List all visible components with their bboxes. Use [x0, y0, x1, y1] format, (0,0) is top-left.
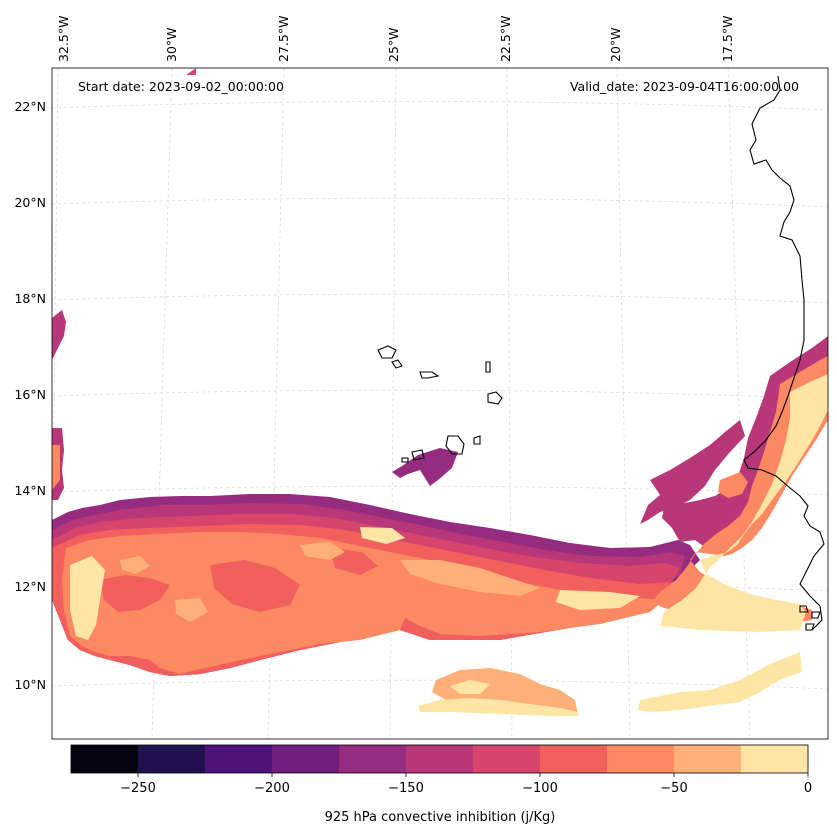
island-fogo: [411, 449, 425, 461]
colorbar-swatches: [71, 745, 809, 773]
cin-east-inner: [652, 356, 828, 622]
cin-cv-band: [392, 448, 458, 486]
lon-labels: 32.5°W 30°W 27.5°W 25°W 22.5°W 20°W 17.5…: [56, 16, 735, 62]
cin-patch-100c: [330, 548, 378, 575]
cin-patch-50b: [175, 598, 208, 622]
cin-west-top: [52, 310, 66, 360]
colorbar-swatch: [138, 745, 206, 773]
colorbar: −250 −200 −150 −100 −50 0 925 hPa convective …: [70, 744, 812, 825]
cin-patch-100a: [100, 575, 170, 612]
colorbar-tick-label: −150: [388, 781, 424, 796]
bijagos: [799, 605, 821, 631]
island-santo-antao: [377, 345, 397, 359]
colorbar-swatch: [406, 745, 474, 773]
cin-patch-50a: [120, 556, 150, 574]
coastlines: [377, 75, 825, 631]
lat-label: 18°N: [14, 291, 46, 306]
island-brava: [401, 457, 409, 463]
cin-south-orange: [432, 668, 578, 716]
colorbar-swatch: [272, 745, 340, 773]
lat-label: 12°N: [14, 579, 46, 594]
lat-label: 14°N: [14, 483, 46, 498]
lat-label: 20°N: [14, 195, 46, 210]
colorbar-tick-label: −200: [254, 781, 290, 796]
lon-label: 22.5°W: [498, 16, 513, 62]
colorbar-swatch: [540, 745, 608, 773]
colorbar-ticks: −250 −200 −150 −100 −50 0: [120, 773, 812, 796]
cin-south-light2: [450, 680, 490, 694]
cin-south-east: [638, 652, 802, 712]
cin-east-patch-75: [718, 472, 748, 498]
cin-patch-100b: [210, 560, 300, 612]
lat-label: 10°N: [14, 677, 46, 692]
island-maio: [473, 435, 481, 445]
colorbar-swatch: [607, 745, 675, 773]
island-sao-vicente: [391, 359, 403, 369]
cin-patch-25b: [556, 590, 640, 610]
cin-east-light: [660, 374, 828, 632]
colorbar-label: 925 hPa convective inhibition (j/Kg): [325, 810, 556, 825]
island-boa-vista: [487, 391, 503, 405]
colorbar-swatch: [473, 745, 541, 773]
island-santiago: [445, 435, 465, 455]
colorbar-swatch: [339, 745, 407, 773]
colorbar-swatch: [741, 745, 809, 773]
valid-date-label: Valid_date: 2023-09-04T16:00:00.00: [570, 79, 799, 94]
colorbar-swatch: [674, 745, 742, 773]
start-date-label: Start date: 2023-09-02_00:00:00: [78, 79, 284, 94]
lon-label: 27.5°W: [276, 16, 291, 62]
colorbar-frame: [70, 744, 809, 774]
cin-patch-25c: [360, 527, 405, 544]
colorbar-tick-label: 0: [804, 781, 812, 796]
lat-label: 16°N: [14, 387, 46, 402]
island-sao-nicolau: [419, 371, 440, 379]
lon-label: 32.5°W: [56, 16, 71, 62]
map-frame: [51, 67, 829, 740]
cin-east-outer: [640, 420, 745, 524]
cin-top-sliver: [186, 68, 196, 75]
lon-label: 30°W: [164, 27, 179, 62]
colorbar-tick-label: −250: [120, 781, 156, 796]
lon-label: 20°W: [608, 27, 623, 62]
colorbar-tick-label: −100: [522, 781, 558, 796]
cin-west-mid: [52, 445, 60, 490]
cin-patch-25a: [70, 556, 105, 640]
cin-patch-50d: [400, 560, 540, 596]
cin-south-light: [418, 698, 578, 716]
cin-patch-50c: [300, 542, 345, 560]
lon-label: 25°W: [386, 27, 401, 62]
lat-labels: 22°N 20°N 18°N 16°N 14°N 12°N 10°N: [14, 99, 46, 692]
colorbar-swatch: [71, 745, 139, 773]
colorbar-swatch: [205, 745, 273, 773]
lon-label: 17.5°W: [720, 16, 735, 62]
island-sal: [485, 361, 491, 373]
cin-field: [52, 68, 828, 716]
colorbar-tick-label: −50: [660, 781, 687, 796]
lat-label: 22°N: [14, 99, 46, 114]
